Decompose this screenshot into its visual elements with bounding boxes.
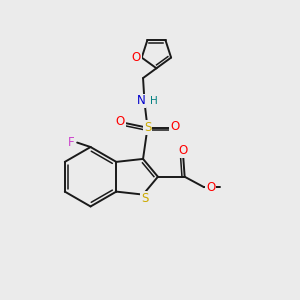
Text: O: O	[132, 51, 141, 64]
Text: O: O	[206, 181, 215, 194]
Text: O: O	[170, 120, 179, 133]
Text: H: H	[150, 96, 158, 106]
Text: N: N	[136, 94, 145, 107]
Text: S: S	[144, 121, 151, 134]
Text: F: F	[68, 136, 74, 149]
Text: S: S	[141, 192, 148, 205]
Text: O: O	[178, 144, 187, 157]
Text: O: O	[116, 115, 125, 128]
